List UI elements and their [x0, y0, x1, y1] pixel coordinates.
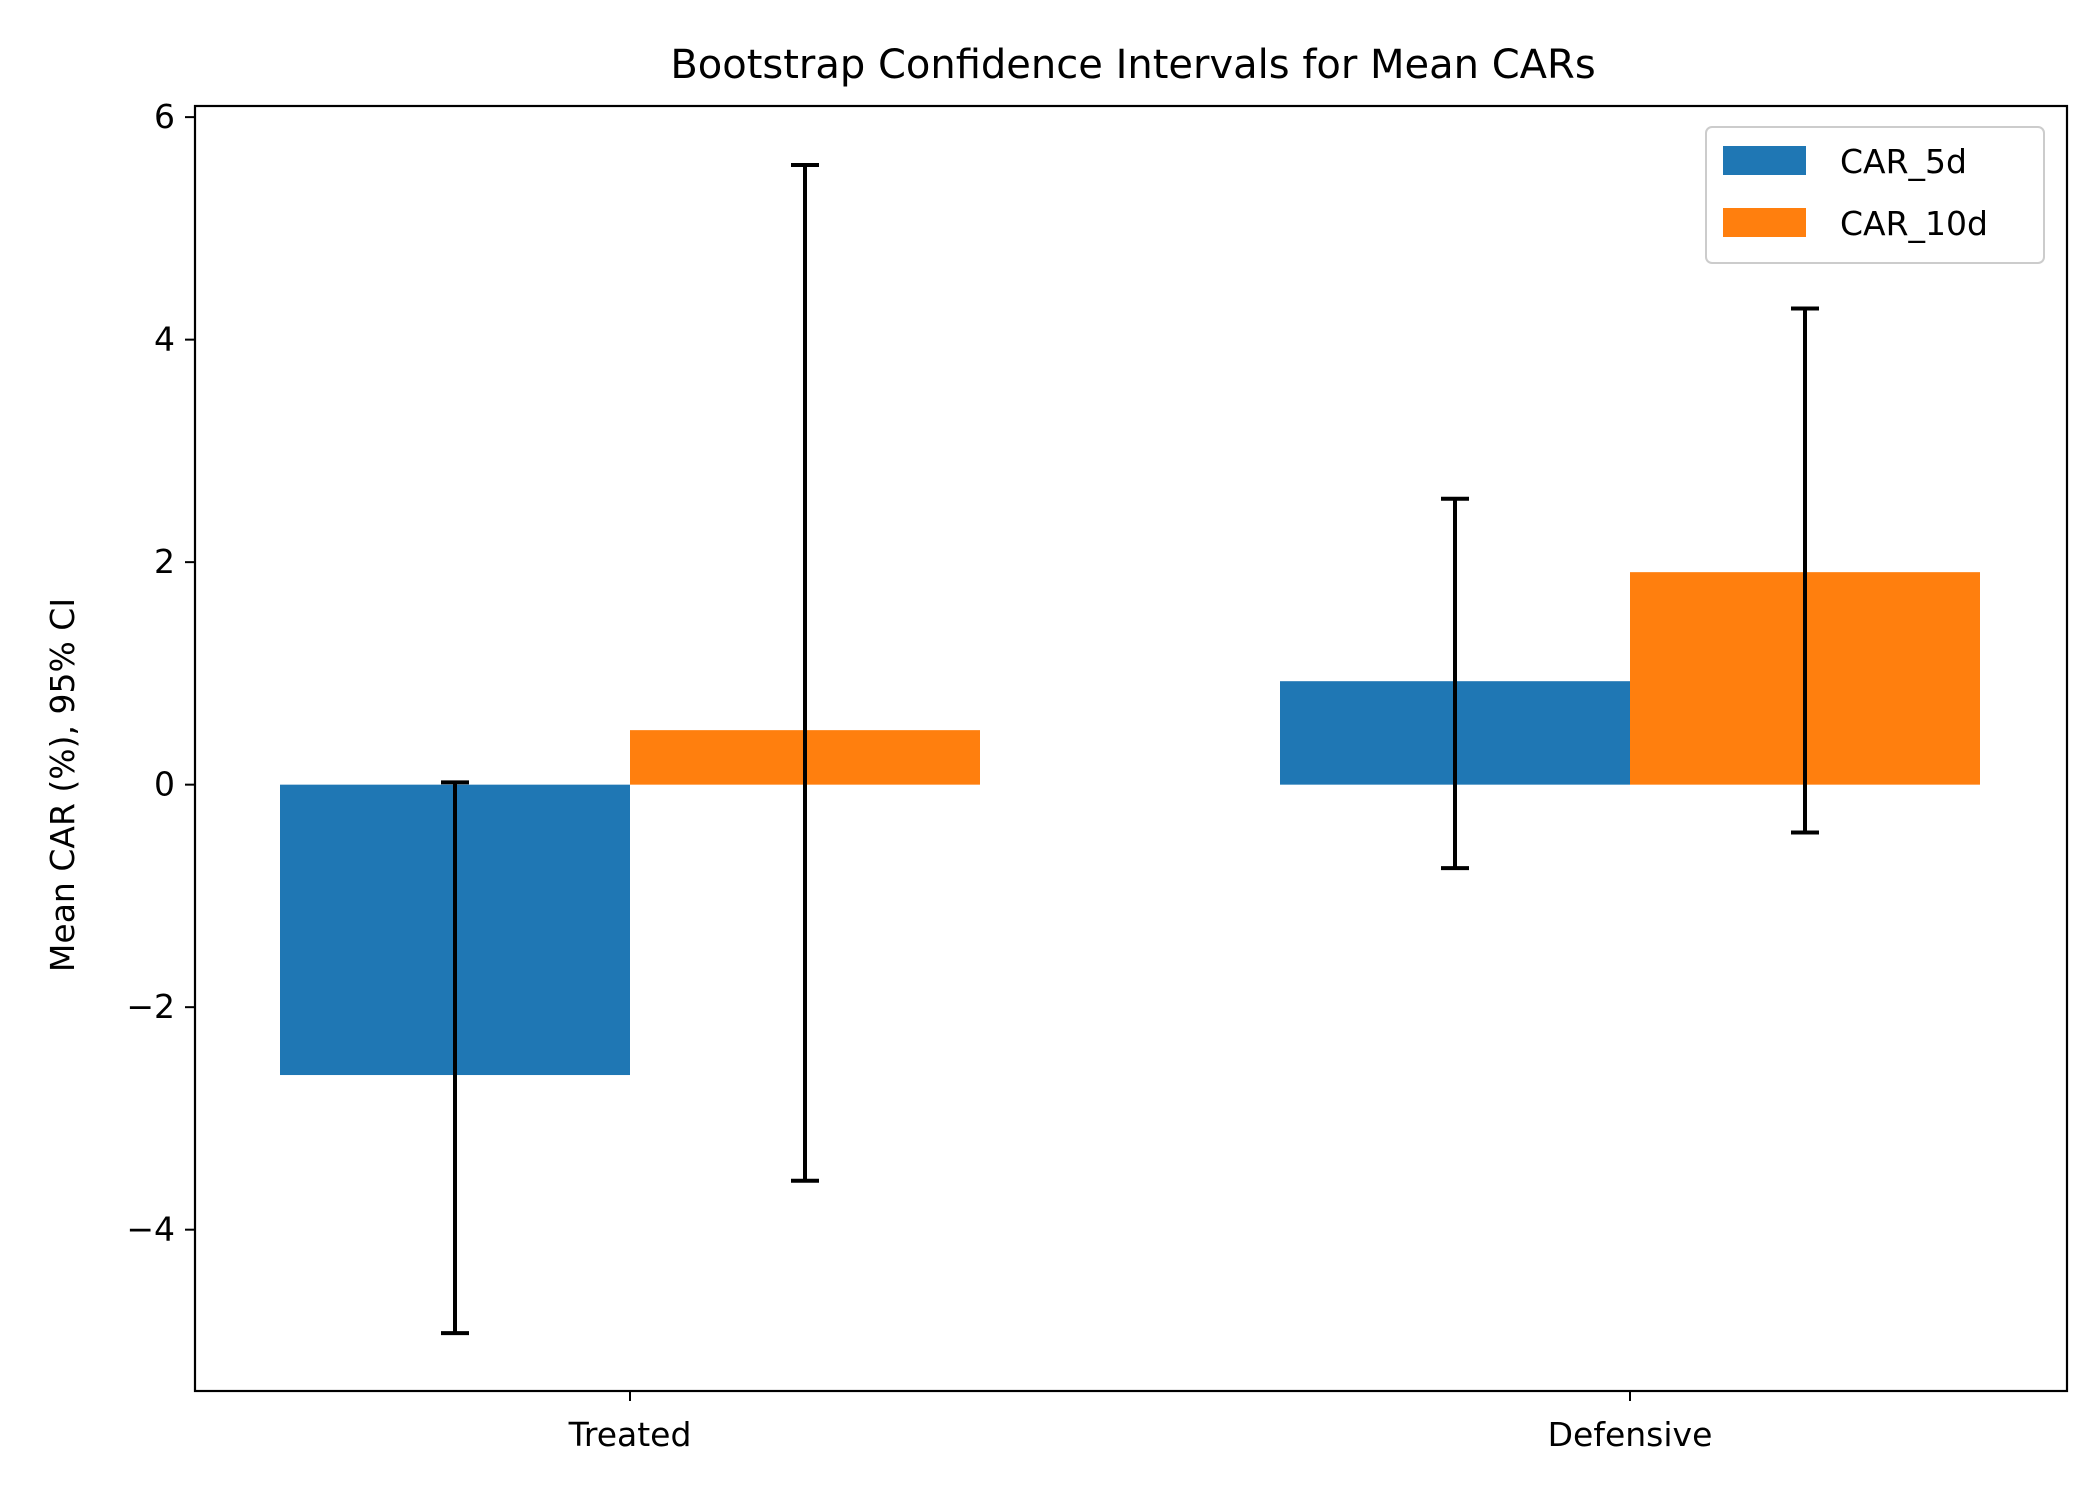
chart-title: Bootstrap Confidence Intervals for Mean … [670, 42, 1595, 88]
y-tick-label: −4 [126, 1210, 175, 1249]
y-tick-label: 0 [154, 765, 175, 804]
y-tick-label: 4 [154, 320, 175, 359]
plot-frame [193, 104, 2069, 1393]
y-tick-label: 6 [154, 97, 175, 136]
x-tick-label-defensive: Defensive [1548, 1415, 1713, 1454]
axes: −4 −2 0 2 4 6 Treated Defensive [126, 97, 2069, 1454]
legend-label-car-10d: CAR_10d [1840, 204, 1988, 243]
plot-area [280, 162, 1980, 1336]
legend: CAR_5d CAR_10d [1705, 126, 2045, 264]
y-axis-title: Mean CAR (%), 95% CI [43, 598, 82, 972]
legend-label-car-5d: CAR_5d [1840, 142, 1967, 181]
legend-swatch-car-10d [1723, 208, 1806, 237]
legend-swatch-car-5d [1723, 146, 1806, 175]
x-tick-label-treated: Treated [568, 1415, 692, 1454]
y-tick-label: 2 [154, 542, 175, 581]
y-tick-label: −2 [126, 987, 175, 1026]
